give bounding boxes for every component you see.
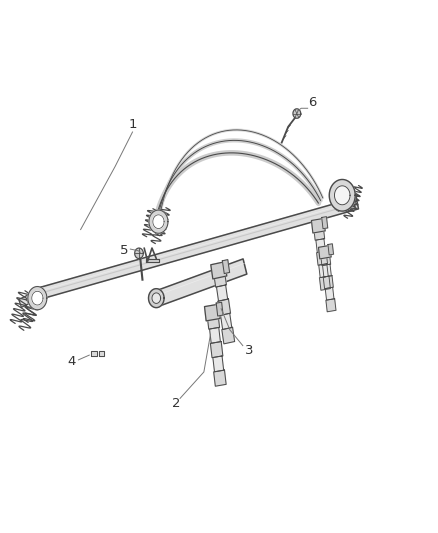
Polygon shape <box>28 287 47 310</box>
Polygon shape <box>328 244 333 255</box>
Polygon shape <box>92 351 97 356</box>
Polygon shape <box>319 264 328 278</box>
Polygon shape <box>322 264 331 277</box>
Polygon shape <box>223 260 230 273</box>
Polygon shape <box>325 287 334 300</box>
Polygon shape <box>316 239 325 253</box>
Polygon shape <box>214 271 226 287</box>
Text: 4: 4 <box>68 355 76 368</box>
Polygon shape <box>207 313 219 329</box>
Text: 5: 5 <box>120 244 128 257</box>
Polygon shape <box>99 351 104 356</box>
Polygon shape <box>211 262 227 279</box>
Polygon shape <box>321 253 331 265</box>
Polygon shape <box>317 251 328 265</box>
Polygon shape <box>152 293 161 303</box>
Polygon shape <box>318 245 331 259</box>
Polygon shape <box>157 259 247 306</box>
Polygon shape <box>319 276 330 290</box>
Text: 1: 1 <box>128 118 137 131</box>
Polygon shape <box>135 248 143 259</box>
Polygon shape <box>19 289 43 308</box>
Polygon shape <box>314 226 325 240</box>
Polygon shape <box>148 289 164 308</box>
Text: 2: 2 <box>172 397 180 410</box>
Polygon shape <box>153 215 164 229</box>
Polygon shape <box>216 302 223 316</box>
Polygon shape <box>216 285 228 301</box>
Polygon shape <box>326 298 336 312</box>
Polygon shape <box>222 327 235 344</box>
Polygon shape <box>329 180 355 211</box>
Polygon shape <box>32 292 43 305</box>
Polygon shape <box>323 276 333 289</box>
Polygon shape <box>335 186 350 205</box>
Polygon shape <box>218 299 230 316</box>
Polygon shape <box>146 259 159 262</box>
Polygon shape <box>205 304 220 321</box>
Polygon shape <box>210 342 223 358</box>
Polygon shape <box>311 219 325 233</box>
Polygon shape <box>209 327 220 343</box>
Polygon shape <box>41 198 358 298</box>
Text: 6: 6 <box>308 96 316 109</box>
Polygon shape <box>149 210 168 233</box>
Text: 3: 3 <box>245 344 254 358</box>
Polygon shape <box>293 109 301 118</box>
Polygon shape <box>221 313 232 329</box>
Polygon shape <box>213 356 224 372</box>
Polygon shape <box>321 216 328 229</box>
Polygon shape <box>214 370 226 386</box>
